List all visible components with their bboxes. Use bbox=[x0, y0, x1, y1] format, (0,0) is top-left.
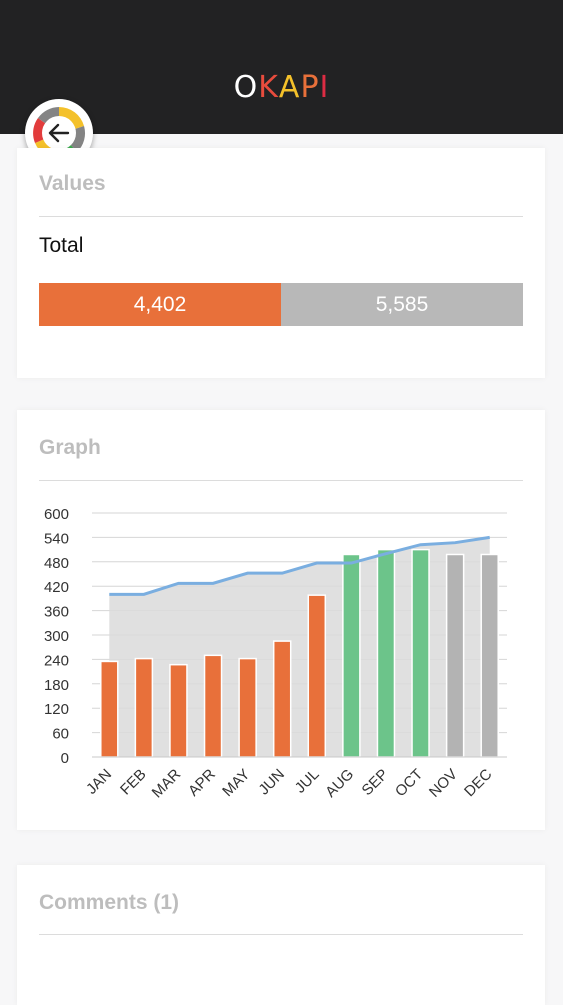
okapi-logo: OKAPI bbox=[0, 70, 563, 105]
bar-may bbox=[238, 657, 257, 758]
cumulative-area bbox=[109, 537, 490, 757]
bar-jul bbox=[307, 594, 327, 758]
bar-sep bbox=[376, 548, 396, 758]
bar-jan bbox=[100, 660, 119, 758]
logo-letter: O bbox=[233, 70, 259, 105]
app-header: OKAPI bbox=[0, 0, 563, 134]
y-tick-label: 60 bbox=[52, 726, 69, 743]
total-bar-remaining-value: 5,585 bbox=[375, 292, 429, 316]
x-tick-label: NOV bbox=[426, 766, 461, 801]
bar-oct bbox=[411, 548, 430, 758]
y-tick-label: 540 bbox=[44, 530, 69, 547]
logo-letter: P bbox=[300, 70, 320, 105]
values-divider bbox=[39, 216, 523, 217]
y-tick-label: 600 bbox=[44, 506, 69, 523]
y-tick-label: 300 bbox=[44, 628, 69, 645]
x-tick-label: OCT bbox=[392, 766, 426, 800]
graph-title: Graph bbox=[39, 436, 101, 459]
comments-divider bbox=[39, 934, 523, 935]
arrow-left-icon bbox=[42, 116, 76, 150]
y-tick-label: 240 bbox=[44, 652, 69, 669]
x-tick-label: JUN bbox=[255, 766, 288, 799]
y-tick-label: 480 bbox=[44, 555, 69, 572]
bar-mar bbox=[169, 663, 188, 758]
x-tick-label: JUL bbox=[292, 766, 323, 797]
bar-dec bbox=[480, 553, 499, 758]
x-tick-label: MAY bbox=[219, 766, 253, 800]
comments-title[interactable]: Comments (1) bbox=[39, 891, 180, 914]
logo-letter: K bbox=[258, 70, 279, 105]
bar-nov bbox=[445, 553, 465, 758]
x-tick-label: FEB bbox=[117, 766, 150, 799]
y-tick-label: 360 bbox=[44, 604, 69, 621]
comments-card: Comments (1) bbox=[17, 865, 545, 1005]
x-tick-label: DEC bbox=[461, 766, 496, 801]
total-label: Total bbox=[39, 234, 84, 257]
total-bar-remaining: 5,585 bbox=[281, 283, 523, 326]
bar-feb bbox=[134, 657, 154, 758]
y-tick-label: 0 bbox=[61, 750, 69, 767]
graph-card: Graph 0 60 120 180 240 300 360 420 480 540 600 JAN F… bbox=[17, 410, 545, 830]
bar-apr bbox=[203, 654, 223, 758]
x-tick-label: APR bbox=[185, 766, 219, 800]
total-bar-current: 4,402 bbox=[39, 283, 281, 326]
logo-letter: A bbox=[278, 70, 301, 105]
y-tick-label: 120 bbox=[44, 701, 69, 718]
cumulative-line bbox=[109, 535, 490, 596]
x-tick-label: MAR bbox=[149, 766, 185, 802]
x-tick-label: AUG bbox=[322, 766, 357, 801]
bar-jun bbox=[272, 640, 292, 758]
graph-divider bbox=[39, 480, 523, 481]
values-title: Values bbox=[39, 172, 106, 195]
bar-aug bbox=[342, 553, 361, 758]
values-card: Values Total 4,402 5,585 bbox=[17, 148, 545, 378]
y-tick-label: 420 bbox=[44, 579, 69, 596]
x-tick-label: JAN bbox=[83, 766, 115, 798]
x-tick-label: SEP bbox=[359, 766, 392, 799]
total-bar-current-value: 4,402 bbox=[133, 292, 187, 316]
logo-letter: I bbox=[319, 70, 330, 105]
y-tick-label: 180 bbox=[44, 677, 69, 694]
